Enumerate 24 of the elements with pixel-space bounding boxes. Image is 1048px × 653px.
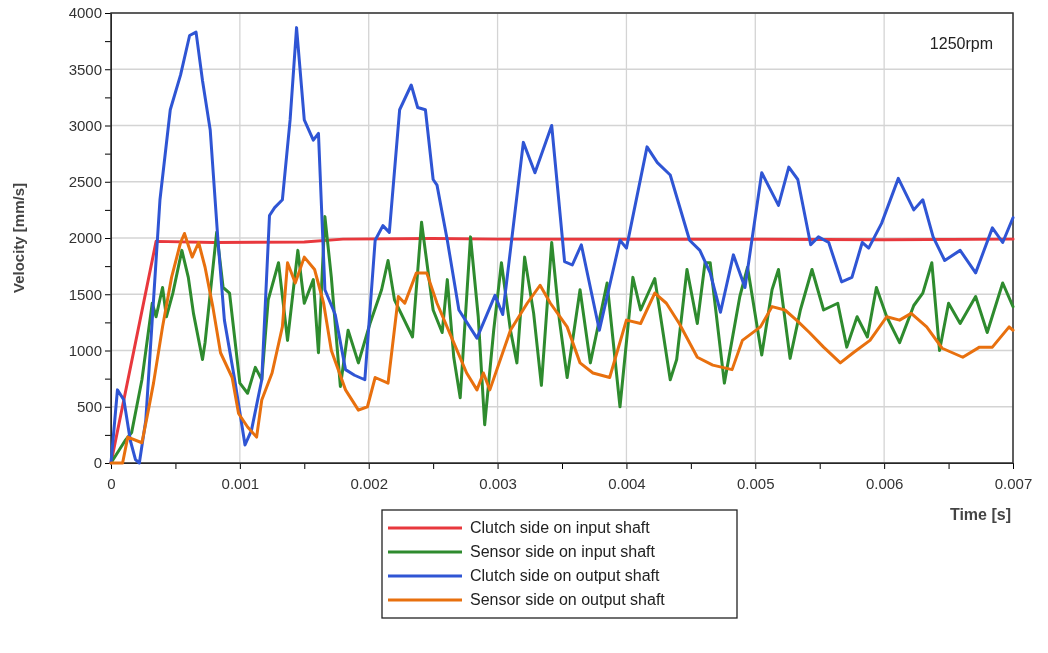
y-tick-label: 500 — [76, 398, 102, 416]
legend-label: Clutch side on input shaft — [470, 519, 651, 536]
y-tick-label: 3000 — [68, 116, 102, 134]
y-tick-label: 1500 — [68, 285, 102, 303]
legend-label: Sensor side on output shaft — [470, 591, 666, 608]
x-tick-label: 0.007 — [994, 474, 1033, 492]
x-tick-label: 0.001 — [221, 474, 260, 492]
x-tick-label: 0.006 — [865, 474, 904, 492]
y-tick-label: 4000 — [68, 4, 102, 22]
y-tick-label: 3500 — [68, 60, 102, 78]
x-tick-label: 0.005 — [737, 474, 775, 492]
y-tick-label: 1000 — [68, 341, 102, 359]
legend-label: Clutch side on output shaft — [470, 567, 661, 584]
y-tick-label: 2500 — [68, 173, 102, 191]
x-axis-title: Time [s] — [949, 506, 1011, 523]
x-tick-label: 0.002 — [350, 474, 388, 492]
y-tick-label: 0 — [93, 454, 102, 472]
y-axis-title: Velocity [mm/s] — [10, 182, 27, 294]
x-tick-label: 0.004 — [608, 474, 646, 492]
y-tick-label: 2000 — [68, 229, 102, 247]
x-tick-label: 0.003 — [479, 474, 517, 492]
legend-label: Sensor side on input shaft — [470, 543, 656, 560]
annotation: 1250rpm — [929, 35, 993, 52]
x-tick-label: 0 — [107, 474, 116, 492]
